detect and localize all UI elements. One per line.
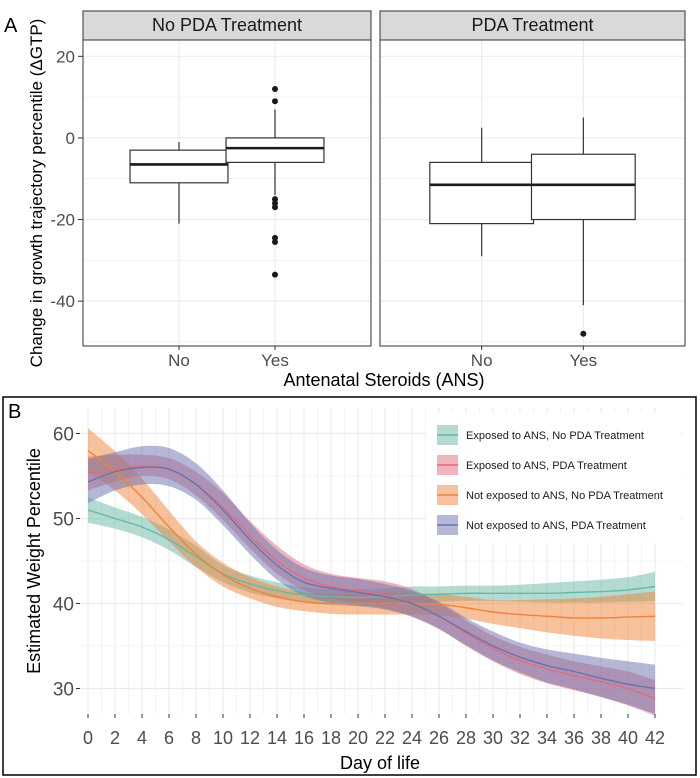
y-tick-label: 40 [53, 595, 74, 616]
x-tick-label: 28 [456, 728, 476, 748]
facet-no-pda: No PDA Treatment [82, 10, 372, 347]
facet-frame-pda [379, 39, 686, 347]
legend-entry: Exposed to ANS, PDA Treatment [466, 460, 627, 472]
facet-boxes-pda [429, 117, 636, 337]
facet-boxes-no-pda [129, 85, 325, 278]
x-tick-label: 20 [348, 728, 368, 748]
line-not-exposed-to-ans-no-pda-treatment [87, 449, 656, 619]
line-exposed-to-ans-no-pda-treatment [87, 509, 656, 599]
x-tick-label: 42 [645, 728, 665, 748]
x-tick-label: No [168, 351, 190, 370]
outlier-point [272, 238, 278, 245]
panel-a-x-label: Antenatal Steroids (ANS) [283, 370, 484, 390]
y-tick-label: 60 [53, 425, 74, 446]
y-tick-label: 20 [56, 47, 75, 66]
panel-b-y-label: Estimated Weight Percentile [24, 448, 44, 674]
panel-a-label: A [4, 15, 18, 37]
line-not-exposed-to-ans-pda-treatment [87, 466, 656, 690]
panel-b-legend: Exposed to ANS, No PDA Treatment Exposed … [426, 413, 680, 543]
legend-entry: Not exposed to ANS, No PDA Treatment [466, 490, 663, 502]
legend-entry: Exposed to ANS, No PDA Treatment [466, 430, 644, 442]
facet-frame-no-pda [82, 39, 372, 347]
outlier-point [272, 85, 278, 92]
panel-b-border [2, 396, 697, 776]
panel-b-x-label: Day of life [340, 753, 420, 773]
x-tick-label: 36 [564, 728, 584, 748]
y-tick-label: -20 [50, 211, 75, 230]
x-tick-label: 30 [483, 728, 503, 748]
x-tick-label: 26 [429, 728, 449, 748]
legend-entry: Not exposed to ANS, PDA Treatment [466, 520, 646, 532]
x-tick-label: No [471, 351, 493, 370]
x-tick-label: 4 [137, 728, 147, 748]
facet-title-no-pda: No PDA Treatment [152, 15, 302, 35]
panel-a-y-axis: -40 -20 0 20 [50, 47, 83, 311]
panel-b-x-axis: 0 2 4 6 8 10 12 14 16 18 20 22 24 26 28 30 32 34 36 38 40 42 [83, 714, 665, 748]
x-tick-label: 2 [110, 728, 120, 748]
panel-b-lines [87, 449, 656, 700]
outlier-point [272, 204, 278, 211]
facet-strip-pda [379, 10, 686, 41]
box-no-pda-treatment-no [129, 149, 229, 184]
x-tick-label: 24 [402, 728, 422, 748]
x-tick-label: 12 [240, 728, 260, 748]
panel-b-y-axis: 30 40 50 60 [53, 425, 80, 701]
facet-strip-no-pda [82, 10, 372, 41]
box-no-pda-treatment-yes [225, 137, 325, 163]
box-pda-treatment-no [429, 161, 535, 225]
outlier-point [272, 271, 278, 278]
x-tick-label: 32 [510, 728, 530, 748]
legend-background [426, 413, 680, 543]
y-tick-label: -40 [50, 292, 75, 311]
panel-a-x-axis: No Yes No Yes [168, 346, 597, 370]
panel-a-y-label: Change in growth trajectory percentile (… [27, 19, 46, 368]
box-pda-treatment-yes [530, 153, 636, 221]
x-tick-label: 34 [537, 728, 557, 748]
x-tick-label: 8 [191, 728, 201, 748]
x-tick-label: 38 [591, 728, 611, 748]
x-tick-label: Yes [569, 351, 597, 370]
panel-b-label: B [8, 401, 21, 423]
y-tick-label: 50 [53, 510, 74, 531]
x-tick-label: 10 [213, 728, 233, 748]
panel-a: A No PDA Treatment PDA Treatment -40 -20 0… [4, 10, 686, 390]
ribbon-not-exposed-to-ans-no-pda-treatment [88, 428, 655, 641]
y-tick-label: 0 [66, 129, 75, 148]
x-tick-label: 14 [267, 728, 287, 748]
x-tick-label: 40 [618, 728, 638, 748]
x-tick-label: 18 [321, 728, 341, 748]
y-tick-label: 30 [53, 680, 74, 701]
x-tick-label: 6 [164, 728, 174, 748]
facet-pda: PDA Treatment [379, 10, 686, 347]
ribbon-not-exposed-to-ans-pda-treatment [88, 445, 655, 714]
x-tick-label: 22 [375, 728, 395, 748]
x-tick-label: 16 [294, 728, 314, 748]
facet-title-pda: PDA Treatment [471, 15, 593, 35]
outlier-point [580, 330, 587, 337]
x-tick-label: 0 [83, 728, 93, 748]
facet-plot-area-no-pda [82, 39, 372, 347]
outlier-point [272, 98, 278, 105]
x-tick-label: Yes [261, 351, 289, 370]
